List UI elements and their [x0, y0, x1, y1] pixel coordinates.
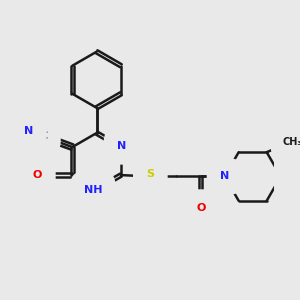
Text: NH: NH — [84, 185, 102, 195]
Text: O: O — [33, 170, 42, 180]
Text: N: N — [220, 172, 229, 182]
Text: N: N — [117, 141, 126, 151]
Text: C: C — [39, 131, 47, 142]
Text: CH₃: CH₃ — [282, 137, 300, 147]
Text: O: O — [196, 202, 206, 213]
Text: N: N — [24, 126, 34, 136]
Text: S: S — [146, 169, 154, 178]
